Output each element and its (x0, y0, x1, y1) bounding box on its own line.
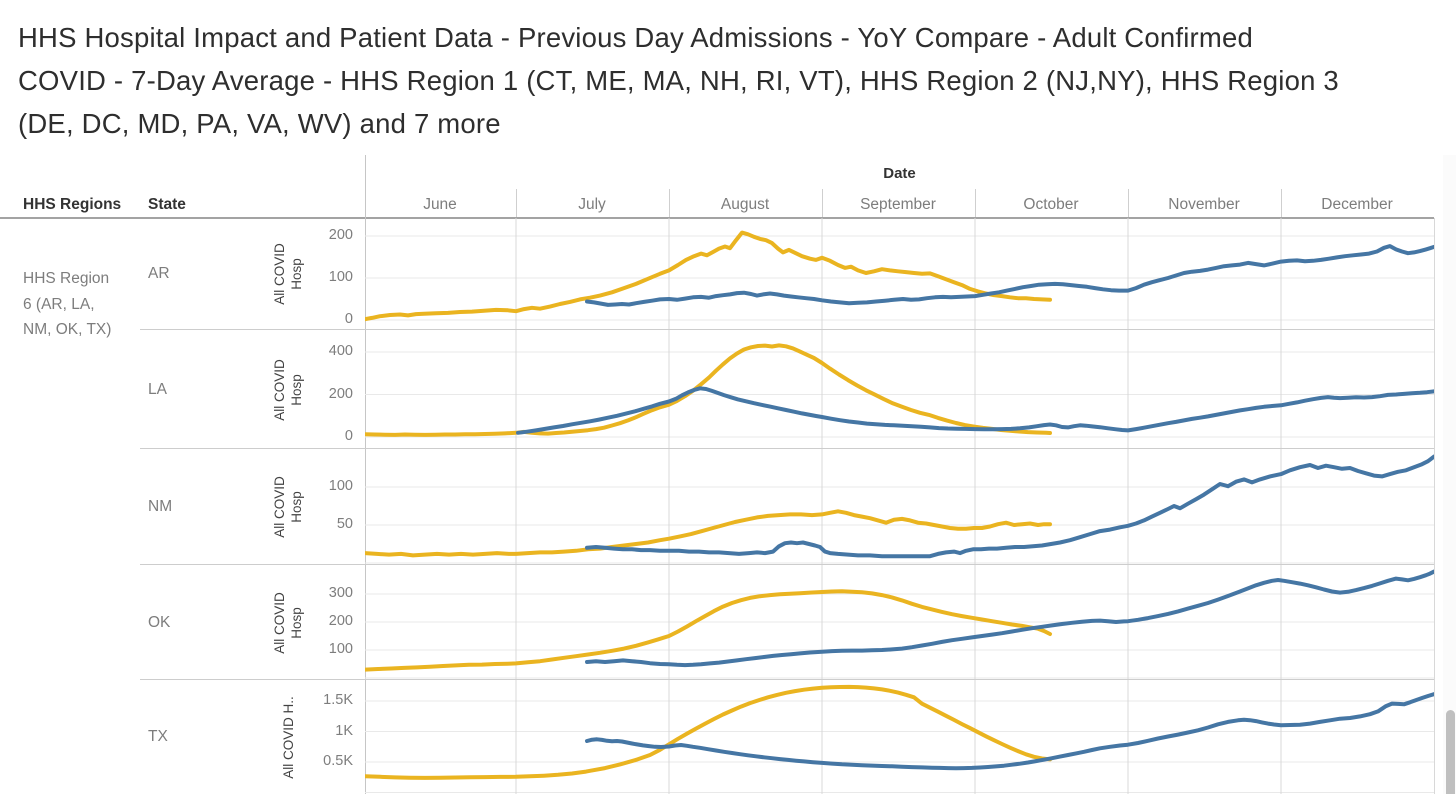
month-label-august: August (720, 196, 770, 213)
page-title-line: HHS Hospital Impact and Patient Data - P… (18, 22, 1253, 53)
chart-TX[interactable] (365, 680, 1434, 794)
region-label-line: NM, OK, TX) (23, 321, 112, 338)
y-axis-title: All COVID Hosp (260, 449, 316, 565)
state-label-NM: NM (148, 498, 173, 515)
chart-OK[interactable] (365, 565, 1434, 680)
y-tick-label-LA-200: 200 (328, 385, 353, 402)
row-divider (140, 564, 1434, 565)
month-label-october: October (1023, 196, 1079, 213)
row-LA: LA All COVID Hosp 0 200 400 (0, 330, 1456, 449)
series-blue-line-TX[interactable] (585, 692, 1434, 771)
series-blue-line-NM[interactable] (585, 454, 1434, 559)
y-tick-label-TX-0.5K: 0.5K (323, 753, 353, 769)
panel-separator (365, 155, 366, 794)
y-axis-title-line: All COVID (272, 591, 288, 654)
series-blue-line-LA[interactable] (516, 386, 1434, 435)
chart-AR[interactable] (365, 218, 1434, 330)
series-yellow-line-LA[interactable] (365, 343, 1052, 437)
region-label: HHS Region 6 (AR, LA, NM, OK, TX) (23, 266, 141, 343)
y-tick-label-TX-1K: 1K (335, 722, 353, 739)
month-label-november: November (1168, 196, 1240, 213)
page-title: HHS Hospital Impact and Patient Data - P… (18, 16, 1452, 145)
month-separator (516, 189, 517, 218)
scrollbar-track[interactable] (1443, 155, 1456, 794)
column-header-hhs-regions: HHS Regions (23, 196, 122, 213)
y-tick-label-NM-50: 50 (336, 516, 353, 532)
series-yellow-line-TX[interactable] (365, 684, 1052, 780)
chart-LA[interactable] (365, 330, 1434, 449)
scrollbar-thumb[interactable] (1446, 710, 1455, 794)
y-axis-title-line: All COVID (272, 358, 288, 421)
header-underline (0, 217, 1434, 219)
month-separator (669, 189, 670, 218)
row-divider (140, 448, 1434, 449)
y-axis-title-line: All COVID (272, 476, 288, 538)
y-tick-label-TX-1.5K: 1.5K (323, 692, 353, 708)
y-tick-label-AR-0: 0 (344, 311, 353, 327)
y-axis-title-text: All COVID H.. (280, 696, 297, 779)
state-label-OK: OK (148, 613, 171, 631)
chart-right-border (1434, 218, 1435, 794)
month-label-december: December (1321, 196, 1393, 213)
month-label-july: July (578, 196, 606, 213)
region-label-line: HHS Region (23, 270, 110, 287)
y-axis-title-line: All COVID H.. (280, 695, 296, 779)
state-label-AR: AR (148, 265, 170, 282)
month-separator (1128, 189, 1129, 218)
y-tick-label-LA-400: 400 (328, 343, 353, 359)
y-axis-title-line: All COVID (272, 243, 288, 305)
series-blue-line-OK[interactable] (585, 569, 1434, 668)
state-label-LA: LA (148, 380, 167, 398)
series-yellow-line-AR[interactable] (365, 230, 1052, 322)
series-yellow-line-NM[interactable] (365, 509, 1052, 558)
page-title-line: COVID - 7-Day Average - HHS Region 1 (CT… (18, 65, 1339, 96)
chart-NM[interactable] (365, 449, 1434, 565)
row-NM: NM All COVID Hosp 50 100 (0, 449, 1456, 565)
month-label-june: June (423, 196, 457, 213)
date-axis-title: Date (883, 165, 916, 182)
row-AR: HHS Region 6 (AR, LA, NM, OK, TX) AR All COV… (0, 218, 1456, 338)
y-tick-label-NM-100: 100 (328, 478, 353, 494)
month-separator (975, 189, 976, 218)
y-tick-label-OK-100: 100 (328, 641, 353, 657)
y-tick-label-OK-300: 300 (328, 585, 353, 601)
month-separator (1281, 189, 1282, 218)
month-separator (822, 189, 823, 218)
y-tick-label-AR-100: 100 (328, 269, 353, 285)
y-tick-label-AR-200: 200 (328, 227, 353, 243)
row-OK: OK All COVID Hosp 100 200 300 (0, 565, 1456, 680)
y-tick-label-LA-0: 0 (344, 428, 353, 444)
column-header-state: State (148, 196, 186, 213)
month-label-september: September (860, 196, 936, 213)
page-title-line: (DE, DC, MD, PA, VA, WV) and 7 more (18, 108, 501, 139)
row-divider (140, 679, 1434, 680)
series-blue-line-AR[interactable] (585, 244, 1434, 307)
state-label-TX: TX (148, 728, 168, 745)
row-divider (140, 329, 1434, 330)
row-TX: TX All COVID H.. 0.5K 1K 1.5K (0, 680, 1456, 794)
series-yellow-line-OK[interactable] (365, 589, 1052, 672)
y-tick-label-OK-200: 200 (328, 613, 353, 629)
region-label-line: 6 (AR, LA, (23, 295, 95, 313)
